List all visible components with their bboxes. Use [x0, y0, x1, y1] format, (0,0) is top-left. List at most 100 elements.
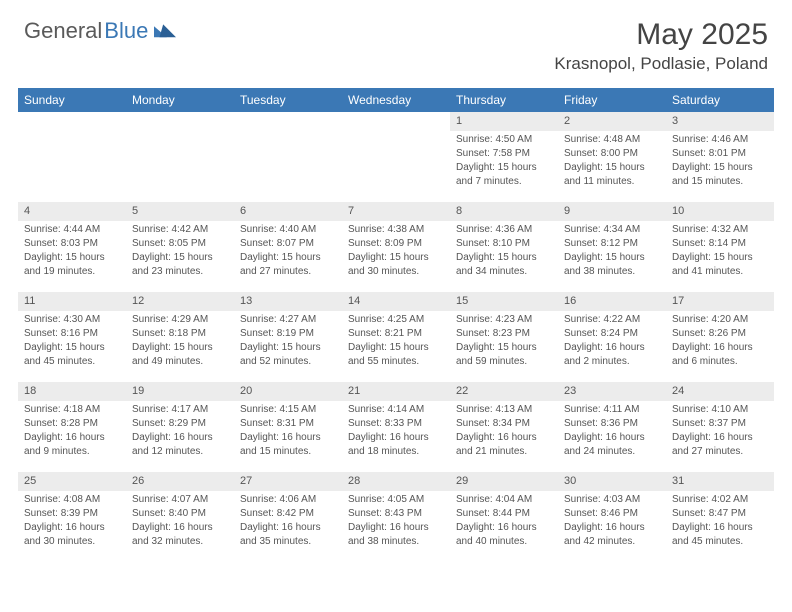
daylight2-text: and 7 minutes. [456, 175, 552, 189]
date-number: 6 [234, 202, 342, 221]
sunset-text: Sunset: 8:26 PM [672, 327, 768, 341]
date-number: 13 [234, 292, 342, 311]
daylight1-text: Daylight: 15 hours [24, 341, 120, 355]
calendar-cell: 23Sunrise: 4:11 AMSunset: 8:36 PMDayligh… [558, 382, 666, 472]
calendar-cell: 27Sunrise: 4:06 AMSunset: 8:42 PMDayligh… [234, 472, 342, 562]
daylight2-text: and 12 minutes. [132, 445, 228, 459]
daylight2-text: and 21 minutes. [456, 445, 552, 459]
date-number: 14 [342, 292, 450, 311]
date-number: 1 [450, 112, 558, 131]
calendar-cell: 6Sunrise: 4:40 AMSunset: 8:07 PMDaylight… [234, 202, 342, 292]
calendar-cell [126, 112, 234, 202]
daylight2-text: and 2 minutes. [564, 355, 660, 369]
sun-info: Sunrise: 4:05 AMSunset: 8:43 PMDaylight:… [342, 491, 450, 551]
sunrise-text: Sunrise: 4:10 AM [672, 403, 768, 417]
week-row: 11Sunrise: 4:30 AMSunset: 8:16 PMDayligh… [18, 292, 774, 382]
sunrise-text: Sunrise: 4:02 AM [672, 493, 768, 507]
daylight1-text: Daylight: 15 hours [132, 341, 228, 355]
daylight2-text: and 19 minutes. [24, 265, 120, 279]
daylight1-text: Daylight: 16 hours [456, 521, 552, 535]
sunset-text: Sunset: 8:03 PM [24, 237, 120, 251]
daylight2-text: and 52 minutes. [240, 355, 336, 369]
sunset-text: Sunset: 8:18 PM [132, 327, 228, 341]
daylight2-text: and 40 minutes. [456, 535, 552, 549]
sun-info: Sunrise: 4:20 AMSunset: 8:26 PMDaylight:… [666, 311, 774, 371]
day-header-wednesday: Wednesday [342, 88, 450, 112]
sunrise-text: Sunrise: 4:38 AM [348, 223, 444, 237]
calendar-cell: 3Sunrise: 4:46 AMSunset: 8:01 PMDaylight… [666, 112, 774, 202]
sunset-text: Sunset: 8:24 PM [564, 327, 660, 341]
date-number: 16 [558, 292, 666, 311]
day-header-tuesday: Tuesday [234, 88, 342, 112]
sunrise-text: Sunrise: 4:48 AM [564, 133, 660, 147]
daylight2-text: and 18 minutes. [348, 445, 444, 459]
calendar-cell: 18Sunrise: 4:18 AMSunset: 8:28 PMDayligh… [18, 382, 126, 472]
calendar-cell: 11Sunrise: 4:30 AMSunset: 8:16 PMDayligh… [18, 292, 126, 382]
daylight2-text: and 15 minutes. [240, 445, 336, 459]
logo: General Blue [24, 18, 176, 44]
daylight1-text: Daylight: 16 hours [672, 431, 768, 445]
date-number: 20 [234, 382, 342, 401]
date-number: 26 [126, 472, 234, 491]
sun-info: Sunrise: 4:27 AMSunset: 8:19 PMDaylight:… [234, 311, 342, 371]
sun-info: Sunrise: 4:38 AMSunset: 8:09 PMDaylight:… [342, 221, 450, 281]
daylight1-text: Daylight: 15 hours [456, 341, 552, 355]
calendar-cell [342, 112, 450, 202]
date-number: 27 [234, 472, 342, 491]
week-row: 1Sunrise: 4:50 AMSunset: 7:58 PMDaylight… [18, 112, 774, 202]
sunrise-text: Sunrise: 4:11 AM [564, 403, 660, 417]
calendar-cell: 4Sunrise: 4:44 AMSunset: 8:03 PMDaylight… [18, 202, 126, 292]
date-number: 3 [666, 112, 774, 131]
sunset-text: Sunset: 8:33 PM [348, 417, 444, 431]
sunrise-text: Sunrise: 4:44 AM [24, 223, 120, 237]
daylight1-text: Daylight: 16 hours [24, 521, 120, 535]
sunrise-text: Sunrise: 4:05 AM [348, 493, 444, 507]
sunset-text: Sunset: 8:39 PM [24, 507, 120, 521]
calendar-cell: 26Sunrise: 4:07 AMSunset: 8:40 PMDayligh… [126, 472, 234, 562]
calendar-cell: 21Sunrise: 4:14 AMSunset: 8:33 PMDayligh… [342, 382, 450, 472]
daylight1-text: Daylight: 16 hours [240, 521, 336, 535]
date-number: 24 [666, 382, 774, 401]
daylight2-text: and 34 minutes. [456, 265, 552, 279]
sun-info: Sunrise: 4:14 AMSunset: 8:33 PMDaylight:… [342, 401, 450, 461]
date-number [234, 112, 342, 116]
daylight1-text: Daylight: 16 hours [672, 341, 768, 355]
day-header-thursday: Thursday [450, 88, 558, 112]
date-number: 28 [342, 472, 450, 491]
sunrise-text: Sunrise: 4:20 AM [672, 313, 768, 327]
title-block: May 2025 Krasnopol, Podlasie, Poland [554, 18, 768, 74]
sun-info: Sunrise: 4:36 AMSunset: 8:10 PMDaylight:… [450, 221, 558, 281]
daylight2-text: and 49 minutes. [132, 355, 228, 369]
sunset-text: Sunset: 8:23 PM [456, 327, 552, 341]
sunset-text: Sunset: 8:07 PM [240, 237, 336, 251]
sunset-text: Sunset: 8:31 PM [240, 417, 336, 431]
date-number: 21 [342, 382, 450, 401]
calendar-cell [18, 112, 126, 202]
date-number: 15 [450, 292, 558, 311]
date-number: 2 [558, 112, 666, 131]
day-header-friday: Friday [558, 88, 666, 112]
daylight1-text: Daylight: 16 hours [672, 521, 768, 535]
daylight1-text: Daylight: 15 hours [564, 161, 660, 175]
sunset-text: Sunset: 8:00 PM [564, 147, 660, 161]
sunset-text: Sunset: 8:29 PM [132, 417, 228, 431]
daylight1-text: Daylight: 16 hours [132, 521, 228, 535]
daylight1-text: Daylight: 15 hours [672, 161, 768, 175]
date-number: 8 [450, 202, 558, 221]
calendar-cell: 14Sunrise: 4:25 AMSunset: 8:21 PMDayligh… [342, 292, 450, 382]
sun-info: Sunrise: 4:08 AMSunset: 8:39 PMDaylight:… [18, 491, 126, 551]
sun-info: Sunrise: 4:29 AMSunset: 8:18 PMDaylight:… [126, 311, 234, 371]
daylight1-text: Daylight: 16 hours [24, 431, 120, 445]
sun-info: Sunrise: 4:15 AMSunset: 8:31 PMDaylight:… [234, 401, 342, 461]
calendar-cell: 7Sunrise: 4:38 AMSunset: 8:09 PMDaylight… [342, 202, 450, 292]
daylight1-text: Daylight: 16 hours [564, 521, 660, 535]
daylight2-text: and 30 minutes. [348, 265, 444, 279]
sun-info: Sunrise: 4:40 AMSunset: 8:07 PMDaylight:… [234, 221, 342, 281]
daylight2-text: and 9 minutes. [24, 445, 120, 459]
date-number: 18 [18, 382, 126, 401]
sunrise-text: Sunrise: 4:17 AM [132, 403, 228, 417]
daylight1-text: Daylight: 16 hours [456, 431, 552, 445]
sun-info: Sunrise: 4:48 AMSunset: 8:00 PMDaylight:… [558, 131, 666, 191]
date-number: 17 [666, 292, 774, 311]
sunrise-text: Sunrise: 4:32 AM [672, 223, 768, 237]
